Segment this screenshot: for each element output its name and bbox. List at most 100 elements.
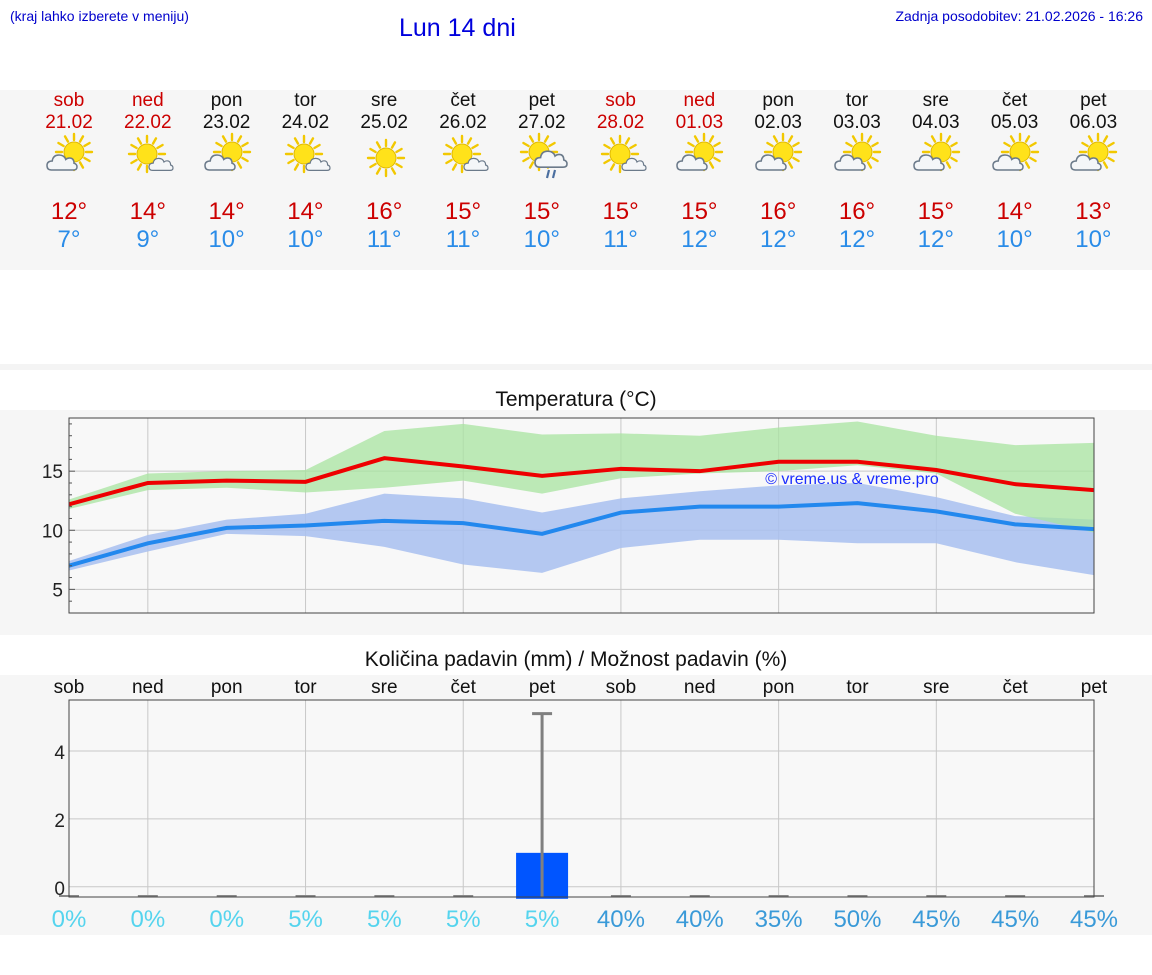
day-name: pet [528, 90, 555, 111]
min-temperature: 10° [996, 226, 1033, 253]
day-name: tor [845, 90, 869, 111]
max-temperature: 15° [917, 198, 954, 225]
day-date: 04.03 [912, 112, 960, 133]
precipitation-probability: 5% [525, 906, 560, 933]
partly-cloudy-icon [753, 132, 807, 190]
day-date: 24.02 [281, 112, 330, 133]
partly-cloudy-icon [990, 132, 1044, 190]
max-temperature: 14° [129, 198, 166, 225]
min-temperature: 11° [366, 226, 402, 253]
x-category-label: ned [684, 677, 716, 698]
min-temperature: 10° [287, 226, 324, 253]
x-category-label: sob [54, 677, 85, 698]
day-date: 26.02 [439, 112, 487, 133]
min-temperature-line [68, 501, 1095, 568]
precipitation-probability: 45% [1070, 906, 1118, 933]
max-temperature: 12° [50, 198, 88, 225]
day-date: 28.02 [596, 112, 645, 133]
min-temperature: 10° [1075, 226, 1112, 253]
x-category-label: pet [1081, 677, 1108, 698]
day-name: pon [762, 90, 795, 111]
day-date: 27.02 [518, 112, 566, 133]
x-category-label: sob [606, 677, 637, 698]
day-name: pon [210, 90, 243, 111]
min-temperature: 11° [445, 226, 481, 253]
day-name: pet [1080, 90, 1107, 111]
y-tick-label: 5 [52, 580, 63, 601]
x-category-label: čet [1002, 677, 1028, 698]
day-name: sre [370, 90, 398, 111]
sun-small-cloud-icon [280, 132, 334, 190]
precipitation-probability: 45% [991, 906, 1039, 933]
day-name: tor [294, 90, 317, 111]
precipitation-probability: 5% [446, 906, 481, 933]
max-temperature: 16° [760, 198, 797, 225]
separator [0, 364, 1152, 370]
last-updated: Zadnja posodobitev: 21.02.2026 - 16:26 [895, 8, 1143, 24]
max-temperature: 14° [287, 198, 324, 225]
partly-cloudy-icon [832, 132, 886, 190]
min-temperature-band [69, 483, 1094, 576]
sunny-icon [359, 132, 413, 190]
min-temperature: 10° [208, 226, 245, 253]
day-name: sre [922, 90, 949, 111]
plot-frame [68, 417, 1095, 614]
precipitation-probability: 40% [597, 906, 645, 933]
y-tick-label: 4 [54, 743, 65, 764]
precipitation-probability: 5% [367, 906, 402, 933]
min-temperature: 9° [136, 226, 160, 253]
min-temperature: 12° [917, 226, 954, 253]
precipitation-probability: 35% [755, 906, 803, 933]
precipitation-probability: 0% [209, 906, 244, 933]
partly-cloudy-icon [202, 132, 256, 190]
x-category-label: ned [132, 677, 164, 698]
daily-forecast: sob 21.02 12° 7° ned 22.02 14° 9° pon 23.02 14° 10°… [0, 90, 1152, 270]
partly-cloudy-icon [674, 132, 728, 190]
sun-small-cloud-icon [123, 132, 177, 190]
max-temperature: 16° [366, 198, 403, 225]
x-category-label: tor [846, 677, 869, 698]
x-category-label: pet [529, 677, 556, 698]
sun-small-cloud-icon [596, 132, 650, 190]
partly-cloudy-icon [44, 132, 98, 190]
day-date: 06.03 [1069, 112, 1118, 133]
day-date: 01.03 [675, 112, 724, 133]
day-date: 05.03 [990, 112, 1039, 133]
partly-cloudy-icon [911, 132, 965, 190]
day-name: čet [1001, 90, 1028, 111]
precipitation-probability: 40% [676, 906, 724, 933]
day-date: 03.03 [833, 112, 881, 133]
max-temperature: 14° [208, 198, 245, 225]
precipitation-probability: 5% [288, 906, 323, 933]
plot-area [69, 700, 1094, 897]
day-date: 23.02 [202, 112, 251, 133]
day-date: 21.02 [45, 112, 93, 133]
max-temperature: 15° [444, 198, 482, 225]
precipitation-probability: 0% [131, 906, 166, 933]
precipitation-chart-title: Količina padavin (mm) / Možnost padavin … [364, 648, 788, 671]
max-temperature: 15° [602, 198, 639, 225]
y-tick-label: 15 [42, 462, 63, 483]
x-category-label: čet [451, 677, 477, 698]
y-tick-label: 0 [54, 879, 65, 900]
location-hint: (kraj lahko izberete v meniju) [10, 8, 189, 24]
max-temperature: 14° [996, 198, 1033, 225]
day-date: 25.02 [360, 112, 408, 133]
sun-small-cloud-icon [438, 132, 492, 190]
plot-frame [68, 699, 1095, 898]
day-name: ned [131, 90, 164, 111]
x-category-label: pon [211, 677, 243, 698]
min-temperature: 12° [838, 226, 876, 253]
y-tick-label: 2 [54, 811, 65, 832]
partly-cloudy-icon [1068, 132, 1122, 190]
sun-cloud-rain-icon [517, 132, 571, 190]
day-name: čet [450, 90, 476, 111]
x-category-label: sre [371, 677, 397, 698]
min-temperature: 7° [57, 226, 81, 253]
y-tick-label: 10 [42, 521, 63, 542]
max-temperature: 15° [523, 198, 560, 225]
min-temperature: 10° [523, 226, 560, 253]
x-category-label: sre [923, 677, 949, 698]
max-temperature-line [68, 456, 1095, 507]
temperature-chart: 5 10 15 © vreme.us & vreme.pro [42, 417, 1095, 614]
